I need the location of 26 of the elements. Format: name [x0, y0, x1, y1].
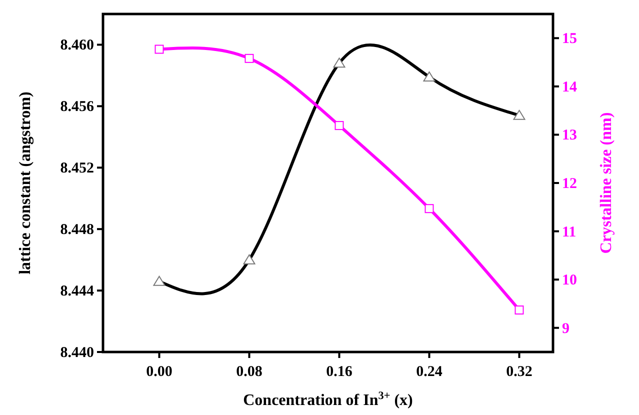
x-tick-label: 0.24 — [416, 364, 443, 380]
y-tick-label: 8.444 — [60, 284, 94, 300]
y2-tick-label: 14 — [562, 79, 578, 96]
point — [424, 204, 434, 214]
x-tick-label: 0.16 — [326, 364, 353, 380]
y-tick-label: 8.460 — [60, 38, 94, 54]
y2-tick-label: 9 — [562, 320, 570, 337]
x-tick-label: 0.32 — [506, 364, 532, 380]
y2-tick-label: 11 — [562, 224, 576, 240]
y2-tick-label: 13 — [562, 128, 577, 144]
y-tick-label: 8.448 — [60, 222, 94, 238]
y2-tick-label: 12 — [562, 176, 577, 192]
point — [514, 305, 524, 314]
y-tick-label: 8.452 — [60, 160, 94, 177]
y2-tick-label: 10 — [562, 272, 577, 289]
x-tick-label: 0.00 — [146, 364, 172, 380]
x-tick-label: 0.08 — [236, 364, 262, 380]
y-axis-title: lattice constant (angstrom) — [17, 92, 34, 274]
y2-axis-title: Crystalline size (nm) — [598, 112, 615, 254]
x-axis-title: Concentration of In$^{3+}$ (x) — [243, 390, 413, 409]
point — [244, 54, 254, 63]
y2-tick-label: 15 — [562, 31, 577, 48]
y-tick-label: 8.440 — [60, 345, 94, 361]
point — [154, 44, 164, 54]
point — [334, 121, 344, 130]
y-tick-label: 8.456 — [60, 99, 94, 116]
